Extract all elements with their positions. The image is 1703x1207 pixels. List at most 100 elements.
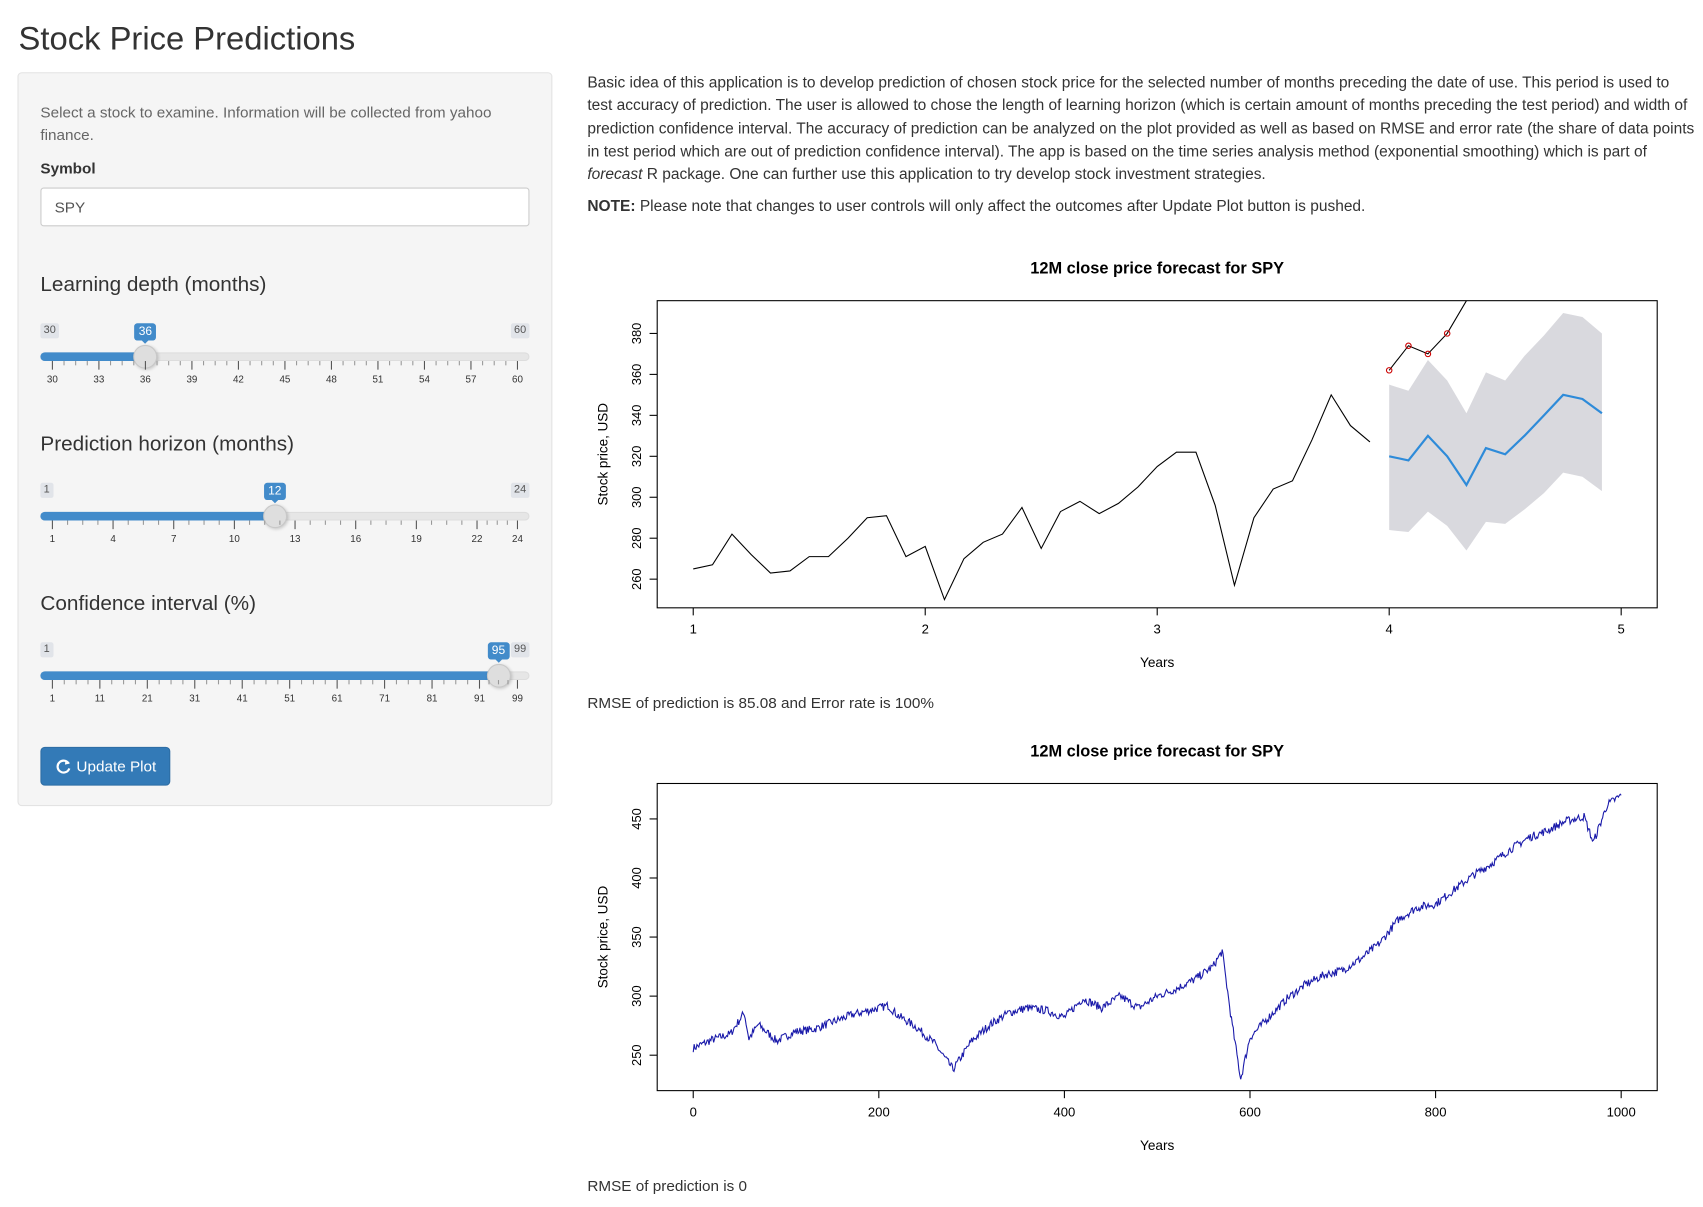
slider-tick-label: 24 [512,534,523,545]
slider-handle[interactable] [486,663,511,688]
slider-tick-label: 30 [47,375,58,386]
confidence-band [1389,312,1602,551]
y-axis-label: Stock price, USD [595,403,610,506]
slider-ticks: 1 11 21 31 41 51 61 71 81 91 99 [50,680,523,705]
actual-point [1385,367,1393,374]
slider-tick-label: 19 [411,534,422,545]
note: NOTE: Please note that changes to user c… [587,198,1365,215]
slider-tick-label: 16 [350,534,361,545]
slider-tick-label: 99 [512,694,523,705]
slider-tick-label: 45 [279,375,290,386]
x-tick-label: 400 [1053,1105,1075,1120]
slider-tick-label: 1 [50,534,55,545]
slider-tick-label: 48 [326,375,337,386]
note-text: Please note that changes to user control… [635,198,1366,216]
y-tick-label: 300 [629,985,644,1007]
series-group [693,300,1603,602]
slider-tick-label: 39 [186,375,197,386]
x-tick-label: 1000 [1607,1105,1636,1120]
slider-min: 1 [40,482,54,498]
x-axis-label: Years [1140,655,1175,670]
y-tick-label: 400 [629,867,644,889]
x-tick-label: 1 [690,622,697,637]
slider-value: 36 [134,323,157,344]
plot-frame [656,782,1658,1092]
slider-handle[interactable] [262,504,287,529]
series-group [692,793,1622,1080]
slider-label: Confidence interval (%) [40,592,256,616]
slider-max: 60 [510,323,530,339]
learning-depth-slider[interactable]: Learning depth (months) 30 60 36 30 33 36 3… [40,274,530,393]
slider-tick-label: 13 [290,534,301,545]
slider-tick-label: 33 [93,375,104,386]
slider-tick-label: 51 [284,694,295,705]
full-history-chart: 12M close price forecast for SPY 0 200 400 6… [595,743,1658,1153]
slider-tick-label: 7 [171,534,176,545]
slider-tick-label: 41 [237,694,248,705]
update-plot-button[interactable]: Update Plot [40,746,171,786]
sidebar-intro: Select a stock to examine. Information w… [40,103,492,144]
y-tick-label: 260 [629,568,644,590]
slider-ticks: 30 33 36 39 42 45 48 51 54 57 60 [47,361,523,386]
y-tick-label: 300 [629,486,644,508]
update-plot-label: Update Plot [76,757,157,775]
actual-point [1424,350,1432,358]
y-tick-label: 250 [629,1044,644,1066]
slider-tick-label: 1 [50,694,55,705]
page-title: Stock Price Predictions [18,21,356,58]
slider-tick-label: 10 [229,534,240,545]
x-tick-label: 200 [868,1105,890,1120]
forecast-chart: 12M close price forecast for SPY 1 2 3 4 5 260… [595,260,1658,670]
slider-tick-label: 51 [372,375,383,386]
slider-label: Prediction horizon (months) [40,433,295,456]
symbol-input[interactable] [40,187,530,227]
slider-tick-label: 81 [427,694,438,705]
symbol-label: Symbol [40,159,96,177]
slider-max: 99 [510,642,530,658]
y-tick-label: 280 [629,527,644,549]
slider-tick-label: 60 [512,375,523,386]
slider-bar [40,671,499,681]
slider-tick-label: 11 [95,694,105,705]
history-line [693,393,1371,602]
slider-value: 95 [487,642,510,663]
y-tick-label: 380 [629,323,644,345]
slider-tick-label: 54 [419,375,430,386]
slider-tick-label: 42 [233,375,244,386]
slider-tick-label: 22 [472,534,483,545]
confidence-interval-slider[interactable]: Confidence interval (%) 1 99 95 1 11 21 31 4… [40,592,530,712]
y-tick-label: 320 [629,446,644,468]
chart-title: 12M close price forecast for SPY [1030,260,1284,278]
slider-tick-label: 91 [474,694,485,705]
y-tick-label: 350 [629,926,644,948]
slider-tick-label: 57 [465,375,476,386]
sidebar-panel: Select a stock to examine. Information w… [17,72,553,807]
x-tick-label: 4 [1386,622,1393,637]
x-tick-label: 600 [1239,1105,1261,1120]
slider-bar [40,352,146,362]
x-tick-label: 3 [1154,622,1161,637]
slider-tick-label: 21 [142,694,153,705]
actual-line [1388,300,1467,371]
rmse-text-1: RMSE of prediction is 85.08 and Error ra… [587,694,934,712]
slider-tick-label: 36 [140,375,151,386]
slider-value: 12 [263,482,286,504]
x-tick-label: 5 [1618,622,1625,637]
x-axis-label: Years [1140,1138,1175,1153]
y-tick-label: 360 [629,364,644,386]
note-label: NOTE: [587,198,636,216]
slider-max: 24 [510,482,530,498]
slider-tick-label: 4 [110,534,116,545]
slider-tick-label: 31 [189,694,200,705]
y-tick-label: 450 [629,808,644,830]
rmse-text-2: RMSE of prediction is 0 [587,1176,748,1195]
description-package: forecast [587,166,643,184]
slider-min: 30 [40,323,60,339]
x-tick-label: 0 [690,1105,697,1120]
y-axis-label: Stock price, USD [595,886,610,989]
actual-point [1443,330,1451,337]
description-text: Basic idea of this application is to dev… [587,74,1695,161]
app-description: Basic idea of this application is to dev… [587,72,1694,187]
forecast-line [1388,393,1603,488]
prediction-horizon-slider[interactable]: Prediction horizon (months) 1 24 12 1 4 7 1… [40,433,530,552]
